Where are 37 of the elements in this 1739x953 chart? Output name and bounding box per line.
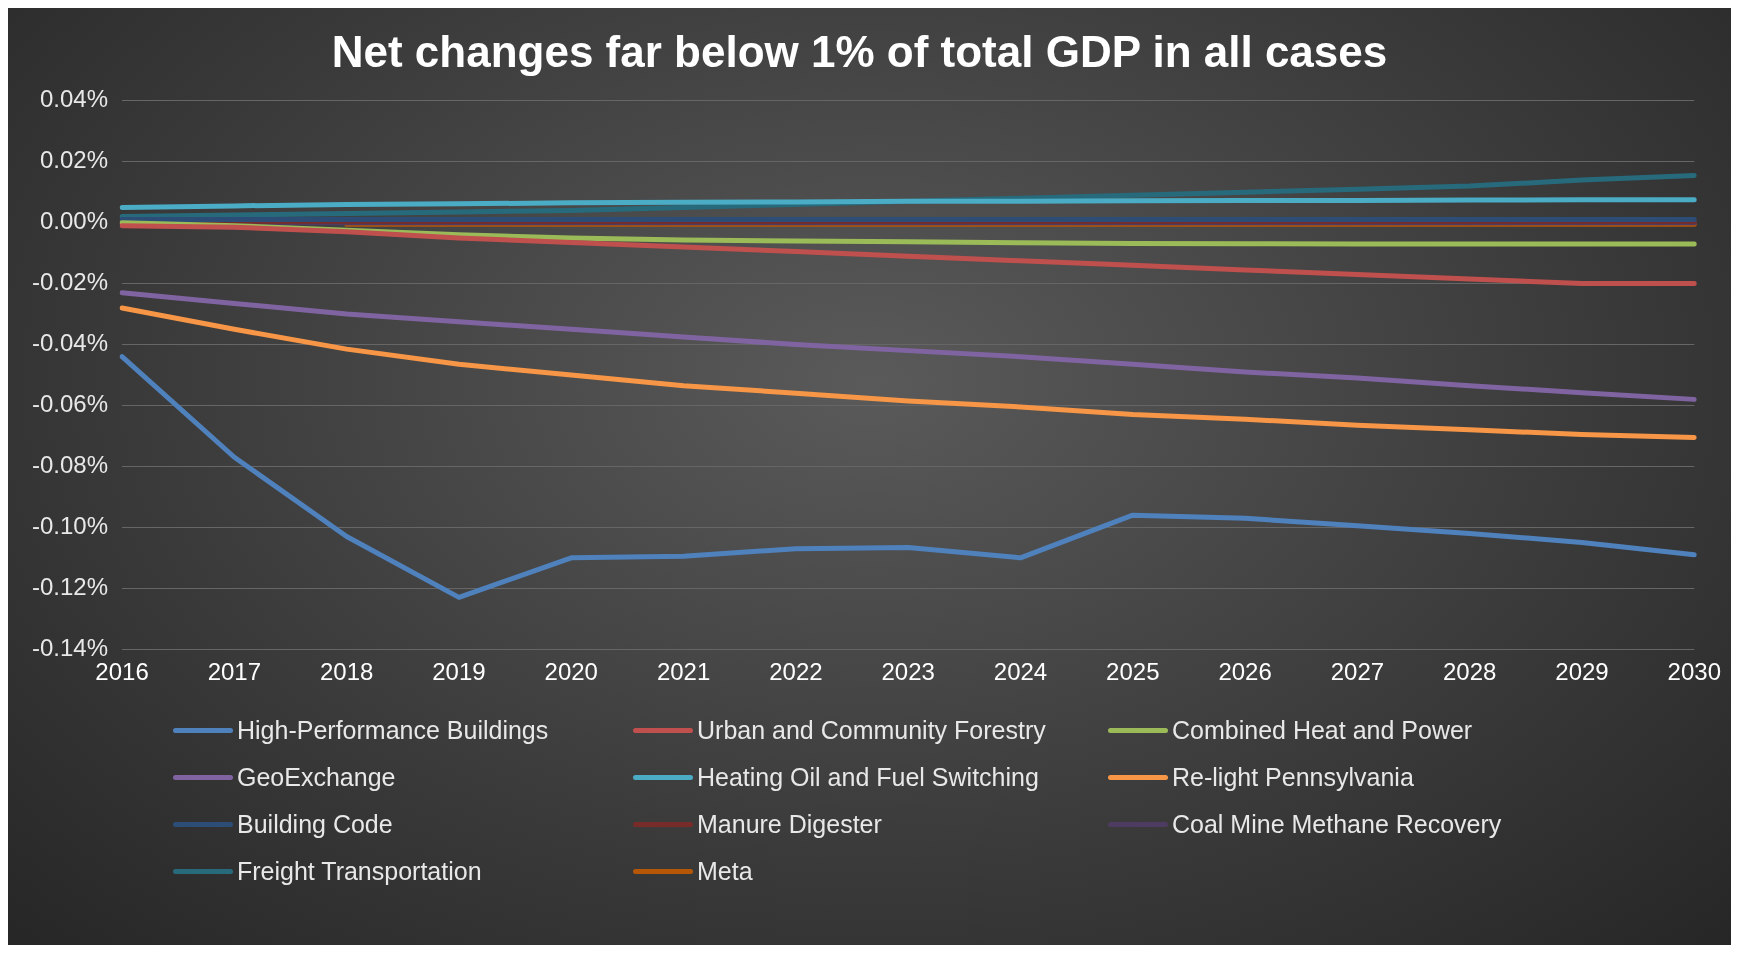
y-tick-label: 0.02% xyxy=(39,146,109,174)
legend-label: Freight Transportation xyxy=(237,857,482,886)
x-tick-label: 2024 xyxy=(993,658,1048,686)
legend-label: High-Performance Buildings xyxy=(237,716,549,745)
legend-label: Re-light Pennsylvania xyxy=(1172,763,1414,792)
x-tick-label: 2016 xyxy=(95,658,149,686)
y-tick-label: -0.10% xyxy=(32,511,109,539)
y-tick-label: -0.04% xyxy=(32,329,109,357)
x-tick-label: 2027 xyxy=(1330,658,1385,686)
x-tick-label: 2028 xyxy=(1443,658,1497,686)
x-tick-label: 2029 xyxy=(1555,658,1609,686)
x-tick-label: 2019 xyxy=(432,658,486,686)
x-tick-label: 2020 xyxy=(544,658,598,686)
x-tick-label: 2030 xyxy=(1667,658,1721,686)
y-tick-label: 0.04% xyxy=(39,85,109,113)
x-tick-label: 2025 xyxy=(1106,658,1160,686)
x-tick-label: 2018 xyxy=(319,658,374,686)
y-tick-label: -0.08% xyxy=(32,451,109,479)
y-tick-label: -0.14% xyxy=(32,633,109,661)
legend-label: Combined Heat and Power xyxy=(1172,716,1473,745)
x-tick-label: 2022 xyxy=(769,658,823,686)
x-tick-label: 2026 xyxy=(1218,658,1272,686)
legend-label: Urban and Community Forestry xyxy=(697,716,1046,745)
legend-label: Building Code xyxy=(237,810,393,839)
legend-label: Heating Oil and Fuel Switching xyxy=(697,763,1039,792)
x-tick-label: 2021 xyxy=(656,658,711,686)
y-tick-label: -0.12% xyxy=(32,572,109,600)
x-tick-label: 2023 xyxy=(881,658,935,686)
legend-label: Coal Mine Methane Recovery xyxy=(1172,810,1502,839)
y-tick-label: 0.00% xyxy=(39,207,109,235)
legend-label: GeoExchange xyxy=(237,763,396,792)
y-tick-label: -0.06% xyxy=(32,390,109,418)
chart-title: Net changes far below 1% of total GDP in all cases xyxy=(331,26,1388,76)
y-tick-label: -0.02% xyxy=(32,268,109,296)
legend-label: Meta xyxy=(697,857,753,886)
legend-label: Manure Digester xyxy=(697,810,882,839)
x-tick-label: 2017 xyxy=(207,658,262,686)
